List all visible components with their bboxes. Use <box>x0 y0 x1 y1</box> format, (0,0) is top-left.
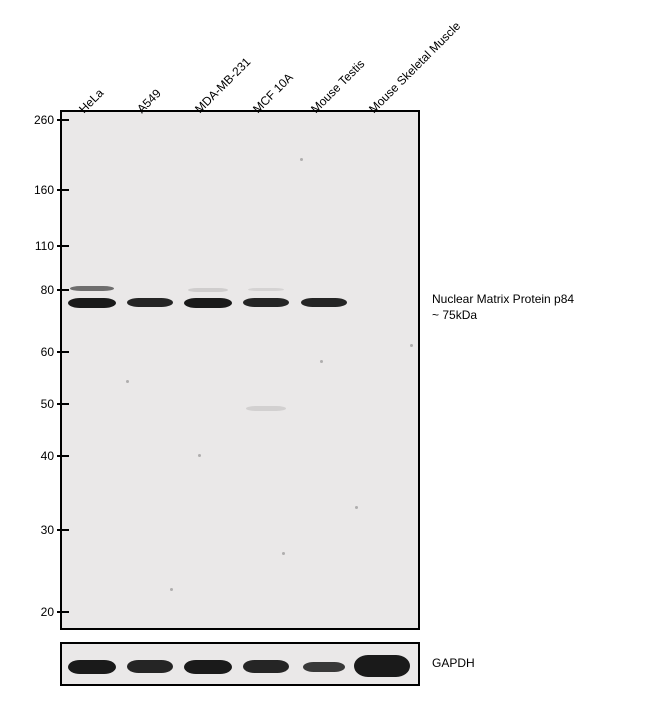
loading-control-annotation: GAPDH <box>432 656 475 672</box>
protein-band <box>184 298 232 308</box>
mw-marker-tick <box>57 189 69 191</box>
mw-marker-label: 60 <box>24 345 54 359</box>
mw-marker-tick <box>57 289 69 291</box>
lane-label: Mouse Skeletal Muscle <box>366 19 463 116</box>
loading-band <box>354 655 410 677</box>
mw-marker-label: 160 <box>24 183 54 197</box>
protein-band <box>243 298 289 307</box>
membrane-speck <box>170 588 173 591</box>
loading-band <box>303 662 345 672</box>
western-blot-figure: Nuclear Matrix Protein p84 ~ 75kDa GAPDH… <box>0 0 650 720</box>
loading-band <box>184 660 232 674</box>
protein-band <box>68 298 116 308</box>
lane-label: Mouse Testis <box>308 57 367 116</box>
mw-marker-tick <box>57 119 69 121</box>
loading-band <box>68 660 116 674</box>
membrane-speck <box>126 380 129 383</box>
mw-marker-label: 110 <box>24 239 54 253</box>
membrane-speck <box>198 454 201 457</box>
mw-marker-label: 30 <box>24 523 54 537</box>
mw-marker-label: 20 <box>24 605 54 619</box>
protein-band <box>248 288 284 291</box>
membrane-speck <box>300 158 303 161</box>
mw-marker-tick <box>57 403 69 405</box>
mw-marker-tick <box>57 455 69 457</box>
mw-marker-label: 50 <box>24 397 54 411</box>
protein-band <box>246 406 286 411</box>
membrane-speck <box>355 506 358 509</box>
protein-band <box>127 298 173 307</box>
mw-marker-tick <box>57 245 69 247</box>
main-blot-membrane <box>60 110 420 630</box>
mw-marker-tick <box>57 351 69 353</box>
loading-band <box>127 660 173 673</box>
membrane-speck <box>282 552 285 555</box>
target-protein-name: Nuclear Matrix Protein p84 <box>432 292 574 308</box>
protein-band <box>70 286 114 291</box>
membrane-speck <box>410 344 413 347</box>
target-protein-mw: ~ 75kDa <box>432 308 574 324</box>
protein-band <box>301 298 347 307</box>
mw-marker-label: 260 <box>24 113 54 127</box>
mw-marker-tick <box>57 611 69 613</box>
mw-marker-label: 80 <box>24 283 54 297</box>
loading-band <box>243 660 289 673</box>
mw-marker-label: 40 <box>24 449 54 463</box>
membrane-speck <box>320 360 323 363</box>
target-protein-annotation: Nuclear Matrix Protein p84 ~ 75kDa <box>432 292 574 323</box>
lane-label: MDA-MB-231 <box>192 55 253 116</box>
mw-marker-tick <box>57 529 69 531</box>
protein-band <box>188 288 228 292</box>
